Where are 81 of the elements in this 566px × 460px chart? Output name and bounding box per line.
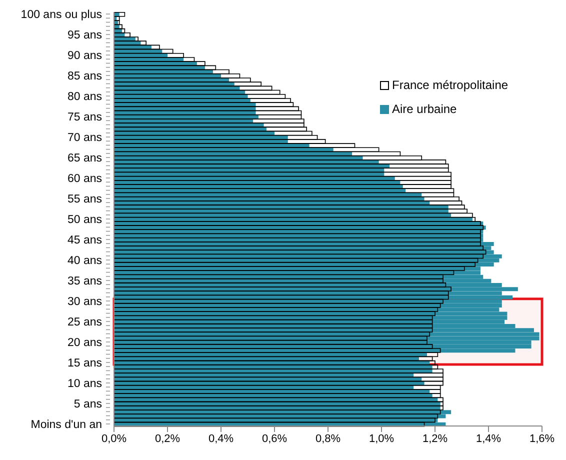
x-tick-label: 1,0% xyxy=(368,432,394,445)
y-tick-label: 55 ans xyxy=(67,194,102,206)
bar xyxy=(114,401,444,406)
y-tick-label: 35 ans xyxy=(67,275,102,288)
x-tick-label: 0,6% xyxy=(262,432,288,445)
bar xyxy=(114,319,433,324)
bar xyxy=(114,118,304,124)
y-tick-label: 90 ans xyxy=(67,50,102,62)
bar xyxy=(114,254,484,259)
y-tick-label: 10 ans xyxy=(67,378,102,390)
bar xyxy=(114,290,449,296)
bar xyxy=(114,196,460,202)
y-tick-label: 80 ans xyxy=(67,91,102,104)
bar xyxy=(114,360,436,366)
bar xyxy=(114,114,302,120)
bar xyxy=(114,380,444,386)
legend-label: Aire urbaine xyxy=(392,102,457,116)
bar xyxy=(114,418,436,423)
bar xyxy=(114,24,122,30)
bar xyxy=(114,110,302,116)
bar xyxy=(114,172,452,177)
bar xyxy=(114,336,540,340)
y-tick-label: 85 ans xyxy=(67,70,102,83)
y-tick-label: 5 ans xyxy=(74,398,102,410)
x-tick-label: 1,6% xyxy=(529,432,555,445)
bar xyxy=(114,168,449,173)
y-tick-label: 65 ans xyxy=(67,152,102,165)
bar xyxy=(114,316,508,320)
y-tick-label: 60 ans xyxy=(67,173,102,186)
y-tick-label: 20 ans xyxy=(67,336,102,349)
bar xyxy=(114,237,481,242)
x-tick-label: 0,0% xyxy=(101,432,127,445)
x-tick-label: 1,4% xyxy=(476,432,502,445)
legend-label: France métropolitaine xyxy=(392,78,508,92)
bar xyxy=(114,250,486,255)
bar xyxy=(114,352,438,358)
bar xyxy=(114,122,304,128)
bar xyxy=(114,324,433,328)
y-tick-label: 45 ans xyxy=(67,234,102,246)
y-tick-label: 15 ans xyxy=(67,357,102,370)
y-tick-label: 100 ans ou plus xyxy=(20,9,102,22)
bar xyxy=(114,303,441,308)
bar xyxy=(114,164,449,168)
y-tick-label: 40 ans xyxy=(67,254,102,267)
y-tick-label: 50 ans xyxy=(67,214,102,226)
y-tick-label: 30 ans xyxy=(67,296,102,308)
bar xyxy=(114,294,449,300)
bar xyxy=(114,397,444,402)
bar xyxy=(114,311,436,316)
bar xyxy=(114,106,299,112)
bar xyxy=(114,176,452,181)
y-tick-label: 75 ans xyxy=(67,112,102,124)
bar xyxy=(114,328,433,332)
x-tick-label: 1,2% xyxy=(422,432,448,445)
bar xyxy=(114,376,444,382)
y-tick-label: 25 ans xyxy=(67,316,102,328)
bar xyxy=(114,229,481,234)
bar xyxy=(114,385,441,390)
bar xyxy=(114,12,126,17)
bar xyxy=(114,315,433,320)
bar xyxy=(114,184,452,189)
bar xyxy=(114,233,481,238)
x-tick-label: 0,4% xyxy=(208,432,234,445)
y-tick-label: 70 ans xyxy=(67,132,102,144)
y-tick-label: 95 ans xyxy=(67,30,102,42)
bar xyxy=(114,332,430,337)
bar xyxy=(114,212,473,218)
x-tick-label: 0,2% xyxy=(154,432,180,445)
bar xyxy=(114,286,452,292)
bar xyxy=(114,98,291,103)
bar xyxy=(114,307,438,312)
bar xyxy=(114,188,454,194)
y-tick-label: Moins d'un an xyxy=(30,418,102,431)
x-tick-label: 0,8% xyxy=(315,432,341,445)
bar xyxy=(114,336,428,341)
bar xyxy=(114,160,446,164)
bar xyxy=(114,278,444,284)
bar xyxy=(114,372,444,378)
bar xyxy=(114,348,441,353)
bar xyxy=(114,180,452,185)
bar xyxy=(114,200,462,206)
